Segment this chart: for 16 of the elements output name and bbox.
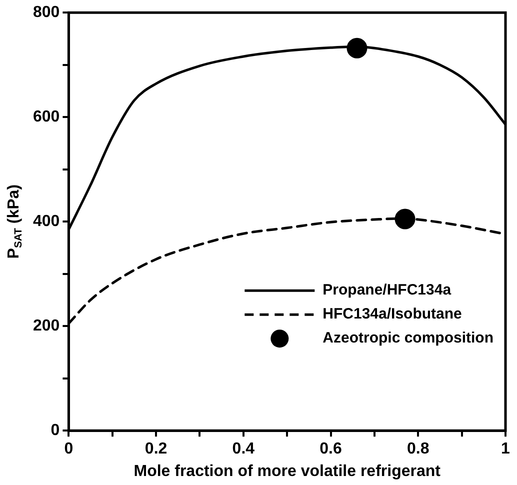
x-tick-label: 0 [64,440,74,458]
legend-label: HFC134a/Isobutane [322,306,462,323]
y-tick-label: 200 [32,318,60,335]
y-axis-title: PSAT (kPa) [5,184,25,259]
y-tick-label: 600 [32,108,60,126]
x-tick-label: 0.4 [232,440,255,458]
x-tick-label: 0.2 [144,440,168,458]
x-tick-label: 0.6 [320,440,342,458]
y-tick-label: 0 [50,422,60,440]
x-tick-label: 0.8 [407,440,430,458]
legend-label: Azeotropic composition [322,330,494,347]
legend-label: Propane/HFC134a [322,282,452,299]
y-tick-label: 800 [32,4,60,22]
x-tick-label: 1 [501,440,510,458]
y-tick-label: 400 [32,213,60,230]
x-axis-title: Mole fraction of more volatile refrigerant [134,462,442,480]
